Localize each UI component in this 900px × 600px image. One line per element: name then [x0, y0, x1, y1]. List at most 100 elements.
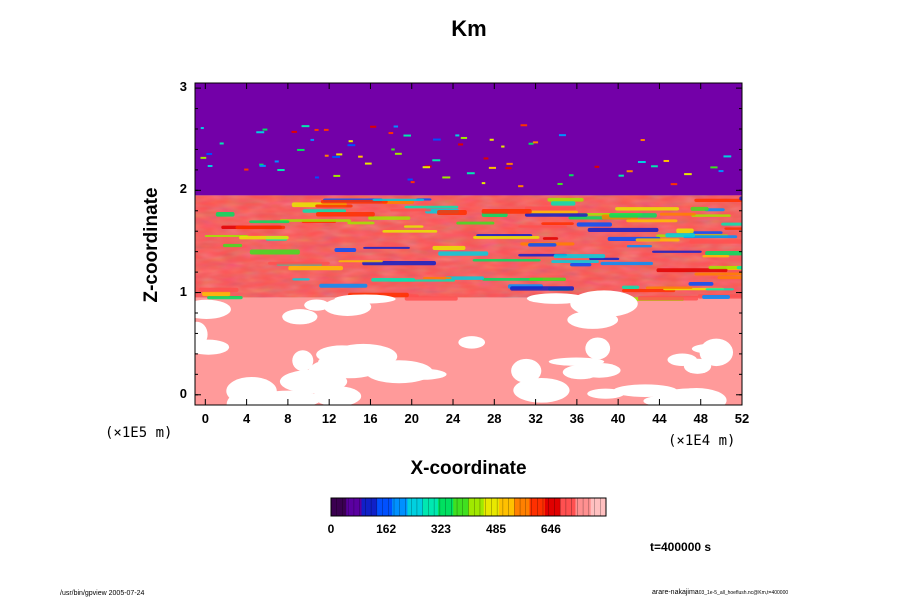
colorbar-tick-label: 0 [327, 522, 335, 536]
colorbar-swatch [376, 498, 393, 516]
turbulence-streak [319, 283, 368, 288]
low-value-patch [655, 388, 724, 405]
upper-layer-dot [256, 131, 265, 134]
turbulence-streak [705, 250, 742, 256]
upper-layer-dot [466, 172, 475, 175]
y-tick-label: 1 [179, 283, 187, 299]
turbulence-streak [621, 285, 640, 289]
upper-layer-dot [723, 155, 732, 158]
turbulence-streak [334, 247, 357, 253]
y-axis-label: Z-coordinate [141, 187, 162, 303]
colorbar-swatch [560, 498, 576, 516]
colorbar-swatch [422, 498, 439, 516]
turbulence-streak [371, 278, 416, 282]
turbulence-streak [288, 265, 344, 271]
turbulence-streak [621, 289, 676, 293]
turbulence-streak [656, 268, 728, 273]
turbulence-streak [456, 221, 495, 225]
turbulence-streak [724, 227, 742, 230]
x-tick-label: 20 [404, 411, 419, 426]
upper-layer-dot [332, 155, 341, 158]
turbulence-streak [482, 278, 543, 281]
upper-layer-dot [489, 138, 494, 141]
turbulence-streak [316, 211, 375, 217]
upper-layer-dot [244, 168, 249, 171]
footer-left: /usr/bin/gpview 2005-07-24 [60, 590, 145, 597]
turbulence-streak [432, 245, 466, 251]
turbulence-streak [239, 235, 289, 240]
upper-layer-dot [207, 165, 213, 168]
x-axis-label: X-coordinate [410, 458, 527, 479]
upper-layer-dot [651, 165, 658, 168]
turbulence-streak [694, 272, 742, 276]
y-tick-label: 0 [179, 385, 187, 401]
upper-layer-dot [262, 128, 268, 131]
upper-layer-dot [568, 174, 574, 177]
colorbar-swatch [529, 498, 546, 516]
low-value-patch [292, 350, 314, 371]
upper-layer-dot [391, 148, 395, 151]
x-tick-label: 16 [363, 411, 378, 426]
turbulence-streak [422, 276, 452, 279]
upper-layer-dot [442, 176, 451, 179]
upper-layer-dot [422, 166, 431, 169]
upper-layer-dot [594, 165, 600, 168]
colorbar-swatch [437, 498, 454, 516]
turbulence-streak [705, 288, 735, 291]
turbulence-streak [576, 222, 612, 227]
upper-layer-dot [520, 124, 528, 127]
turbulence-streak [736, 266, 742, 270]
turbulence-streak [215, 212, 235, 217]
turbulence-streak [445, 276, 485, 280]
upper-layer-dot [301, 125, 310, 128]
turbulence-streak [551, 260, 599, 264]
upper-layer-dot [718, 170, 724, 173]
turbulence-streak [702, 294, 731, 300]
upper-layer-dot [488, 166, 496, 169]
turbulence-streak [589, 257, 620, 260]
turbulence-streak [637, 295, 699, 301]
low-value-patch [613, 384, 678, 397]
upper-layer-dot [407, 178, 413, 181]
upper-layer-dot [432, 138, 441, 141]
turbulence-texture [195, 195, 742, 298]
upper-layer-dot [259, 163, 264, 166]
upper-layer-dot [336, 153, 343, 156]
upper-layer-dot [557, 182, 563, 185]
turbulence-streak [690, 206, 709, 211]
colorbar-tick-label: 162 [376, 522, 397, 536]
turbulence-streak [437, 210, 467, 215]
low-value-patch [570, 290, 638, 318]
turbulence-streak [704, 208, 725, 212]
upper-layer-dot [626, 170, 633, 173]
upper-layer-dot [518, 185, 524, 188]
upper-layer-dot [528, 142, 534, 145]
turbulence-streak [528, 243, 557, 247]
turbulence-streak [368, 216, 411, 220]
footer-right-main: arare-nakajima [652, 589, 699, 596]
turbulence-streak [372, 198, 425, 202]
upper-layer-dot [200, 156, 207, 159]
turbulence-streak [688, 281, 714, 286]
upper-layer-dot [277, 169, 285, 172]
colorbar-swatch [468, 498, 485, 516]
footer-right: arare-nakajima03_1e-5_all_hoeflush.nc@Km… [652, 589, 788, 596]
turbulence-streak [438, 251, 489, 256]
colorbar-swatch [575, 498, 592, 516]
turbulence-streak [542, 237, 559, 240]
low-value-patch [585, 337, 611, 360]
turbulence-streak [702, 255, 730, 258]
heatmap-field [195, 83, 742, 405]
colorbar-frame [330, 497, 607, 517]
x-tick-label: 12 [321, 411, 337, 426]
upper-layer-dot [206, 152, 213, 155]
upper-layer-dot [684, 173, 692, 176]
low-value-patch [313, 386, 362, 405]
turbulence-streak [547, 197, 584, 202]
turbulence-streak [279, 219, 352, 222]
upper-layer-dot [333, 174, 341, 177]
upper-layer-dot [370, 125, 377, 128]
x-tick-label: 52 [734, 411, 750, 426]
turbulence-streak [676, 228, 694, 234]
turbulence-streak [541, 222, 574, 225]
